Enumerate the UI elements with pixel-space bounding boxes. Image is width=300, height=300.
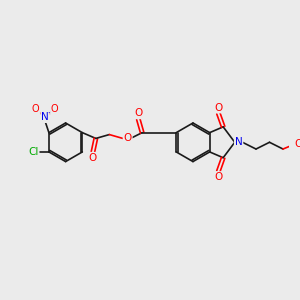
Text: O: O bbox=[294, 139, 300, 149]
Text: O: O bbox=[32, 104, 39, 115]
Text: O: O bbox=[124, 134, 132, 143]
Text: +: + bbox=[47, 110, 53, 116]
Text: O: O bbox=[134, 108, 142, 118]
Text: O: O bbox=[214, 172, 223, 182]
Text: O: O bbox=[51, 104, 59, 115]
Text: Cl: Cl bbox=[28, 147, 39, 157]
Text: O: O bbox=[214, 103, 223, 112]
Text: N: N bbox=[41, 112, 49, 122]
Text: N: N bbox=[235, 137, 242, 147]
Text: O: O bbox=[89, 153, 97, 163]
